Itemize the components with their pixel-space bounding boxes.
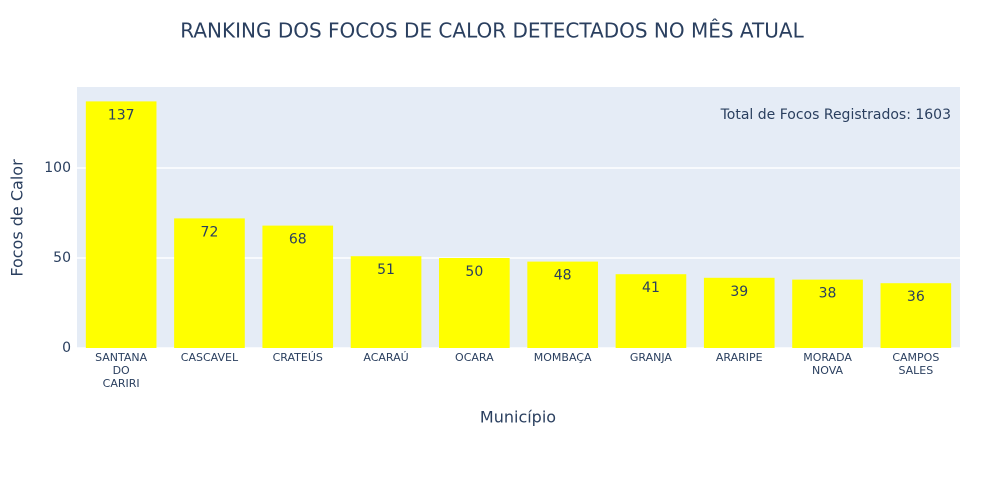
- data-label: 39: [730, 284, 748, 300]
- x-tick-label: SANTANA DO CARIRI: [95, 351, 148, 390]
- y-tick-label: 50: [53, 250, 71, 266]
- x-tick-label: ARARIPE: [716, 351, 763, 364]
- y-axis-title: Focos de Calor: [8, 159, 27, 277]
- data-label: 137: [108, 107, 135, 123]
- bar: [85, 101, 157, 349]
- x-tick-label: GRANJA: [630, 351, 673, 364]
- data-label: 72: [201, 224, 219, 240]
- x-tick-label: ACARAÚ: [363, 351, 408, 364]
- x-tick-label: CRATEÚS: [273, 351, 323, 364]
- data-label: 48: [554, 268, 572, 284]
- bar: [350, 256, 422, 348]
- x-axis-title: Município: [480, 408, 556, 427]
- bar: [703, 277, 775, 348]
- x-tick-label: CAMPOS SALES: [892, 351, 939, 377]
- bar: [615, 274, 687, 348]
- annotation: Total de Focos Registrados: 1603: [720, 107, 951, 123]
- x-tick-label: CASCAVEL: [181, 351, 239, 364]
- bar: [439, 258, 510, 348]
- x-tick-label: OCARA: [455, 351, 494, 364]
- data-label: 36: [907, 289, 925, 305]
- data-label: 38: [819, 286, 837, 302]
- x-tick-label: MOMBAÇA: [534, 351, 592, 364]
- data-label: 68: [289, 232, 307, 248]
- data-label: 41: [642, 280, 660, 296]
- bar: [174, 218, 245, 348]
- y-tick-label: 0: [62, 340, 71, 356]
- data-label: 51: [377, 262, 395, 278]
- x-tick-label: MORADA NOVA: [803, 351, 852, 377]
- bar: [527, 261, 598, 348]
- bar: [262, 225, 334, 348]
- chart-title: RANKING DOS FOCOS DE CALOR DETECTADOS NO…: [180, 19, 804, 43]
- bar: [792, 279, 863, 348]
- bar: [880, 283, 952, 348]
- data-label: 50: [465, 264, 483, 280]
- y-tick-label: 100: [44, 160, 71, 176]
